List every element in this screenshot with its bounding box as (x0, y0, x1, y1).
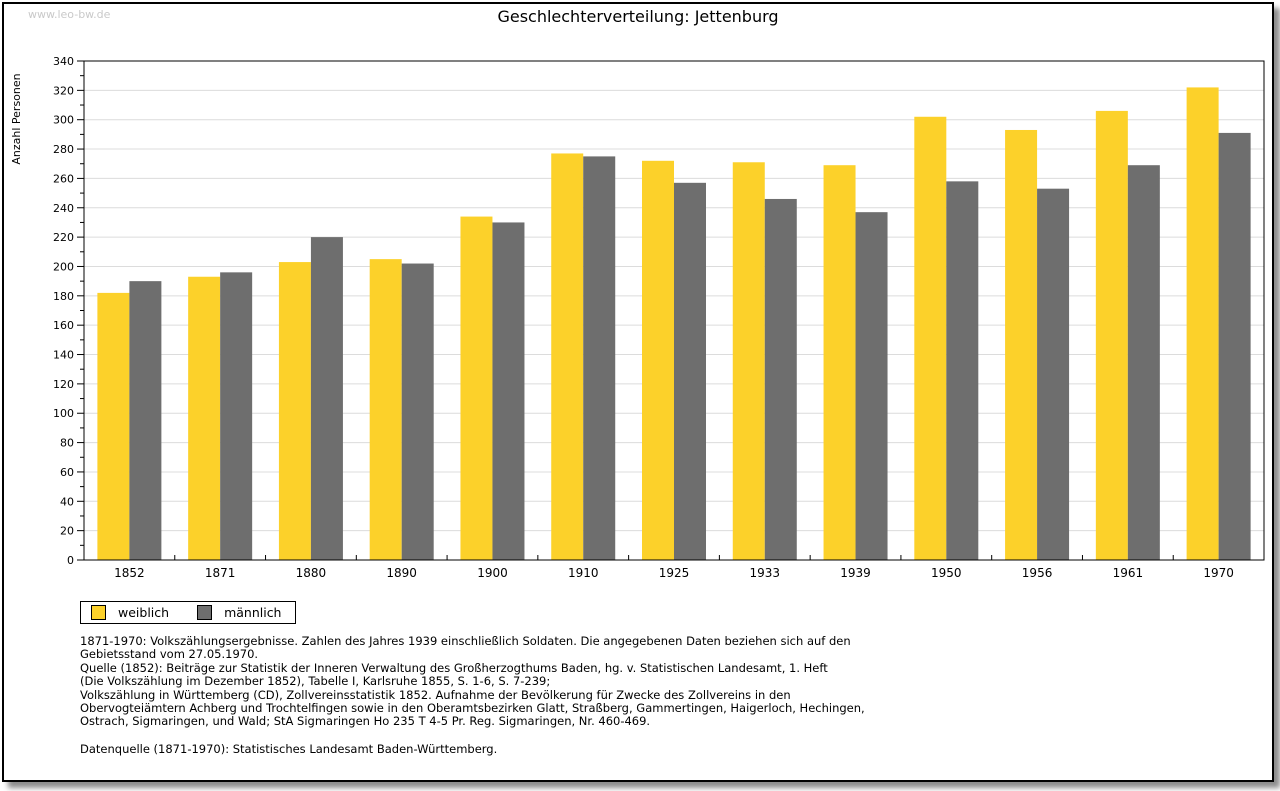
x-tick-label: 1852 (114, 566, 145, 580)
bar-männlich-1961 (1127, 165, 1160, 560)
x-tick-label: 1970 (1203, 566, 1234, 580)
y-tick-label: 40 (60, 495, 74, 508)
chart-page: www.leo-bw.de Geschlechterverteilung: Je… (2, 2, 1274, 782)
bar-weiblich-1961 (1095, 110, 1128, 561)
bar-männlich-1933 (764, 198, 797, 561)
x-tick-label: 1933 (749, 566, 780, 580)
footnote-line: 1871-1970: Volkszählungsergebnisse. Zahl… (80, 634, 851, 648)
bar-weiblich-1970 (1186, 87, 1219, 560)
x-tick-label: 1950 (931, 566, 962, 580)
bar-männlich-1939 (855, 212, 888, 560)
x-tick-label: 1880 (296, 566, 327, 580)
datasource-line: Datenquelle (1871-1970): Statistisches L… (80, 742, 498, 756)
watermark: www.leo-bw.de (28, 8, 111, 21)
footnote-line: Ostrach, Sigmaringen, und Wald; StA Sigm… (80, 714, 651, 729)
x-tick-label: 1900 (477, 566, 508, 580)
y-tick-label: 320 (53, 84, 74, 97)
bar-männlich-1900 (492, 222, 525, 561)
legend-item-weiblich: weiblich (91, 605, 169, 620)
y-tick-label: 300 (53, 114, 74, 127)
bar-männlich-1956 (1037, 188, 1070, 560)
y-tick-label: 20 (60, 525, 74, 538)
bar-männlich-1950 (946, 181, 979, 561)
bar-weiblich-1933 (732, 162, 765, 561)
bar-weiblich-1956 (1005, 129, 1038, 560)
legend-swatch-weiblich (91, 605, 106, 620)
footnote-line: Obervogteiämtern Achberg und Trochtelfin… (80, 701, 865, 716)
x-tick-label: 1956 (1022, 566, 1053, 580)
y-tick-label: 180 (53, 290, 74, 303)
bar-männlich-1852 (129, 281, 162, 560)
y-tick-label: 220 (53, 231, 74, 244)
bar-männlich-1871 (220, 272, 253, 560)
y-tick-label: 60 (60, 466, 74, 479)
footnote-line: Quelle (1852): Beiträge zur Statistik de… (80, 660, 828, 675)
y-axis-title: Anzahl Personen (10, 73, 23, 164)
footnotes: 1871-1970: Volkszählungsergebnisse. Zahl… (80, 634, 865, 729)
bar-männlich-1890 (401, 263, 434, 560)
y-tick-label: 80 (60, 437, 74, 450)
bar-weiblich-1871 (188, 276, 221, 560)
y-tick-label: 260 (53, 172, 74, 185)
x-tick-label: 1939 (840, 566, 871, 580)
bar-männlich-1880 (310, 237, 343, 560)
y-tick-label: 240 (53, 202, 74, 215)
x-tick-label: 1871 (205, 566, 236, 580)
bar-weiblich-1900 (460, 216, 493, 560)
bar-weiblich-1950 (914, 116, 947, 560)
legend-label: männlich (224, 605, 282, 620)
bar-männlich-1925 (674, 182, 706, 561)
bar-weiblich-1925 (642, 160, 674, 561)
bar-weiblich-1852 (97, 292, 130, 560)
footnote-line: Gebietsstand vom 27.05.1970. (80, 647, 259, 662)
footnote-line: Volkszählung in Württemberg (CD), Zollve… (80, 687, 791, 702)
y-tick-label: 280 (53, 143, 74, 156)
legend: weiblich männlich (80, 601, 297, 624)
y-tick-label: 120 (53, 378, 74, 391)
y-tick-label: 140 (53, 349, 74, 362)
legend-swatch-männlich (197, 605, 213, 620)
bar-weiblich-1910 (551, 153, 584, 560)
x-tick-label: 1910 (568, 566, 599, 580)
bar-weiblich-1890 (369, 259, 402, 560)
x-tick-label: 1925 (659, 566, 690, 580)
y-tick-label: 0 (67, 554, 74, 567)
bar-weiblich-1939 (823, 165, 856, 560)
footnote-line: (Die Volkszählung im Dezember 1852), Tab… (80, 674, 551, 689)
x-tick-label: 1961 (1113, 566, 1144, 580)
page-title: Geschlechterverteilung: Jettenburg (497, 7, 779, 26)
legend-label: weiblich (118, 605, 170, 620)
x-tick-label: 1890 (386, 566, 417, 580)
y-tick-label: 200 (53, 260, 74, 273)
bar-männlich-1970 (1218, 132, 1251, 560)
y-tick-label: 100 (53, 407, 74, 420)
bar-männlich-1910 (583, 156, 616, 560)
bar-weiblich-1880 (278, 262, 311, 560)
y-tick-label: 340 (53, 55, 74, 68)
legend-item-männlich: männlich (197, 605, 281, 620)
bar-chart: 1852 1871 1880 1890 1900 1910 1925 1933 1939 1950… (10, 55, 1265, 580)
y-tick-label: 160 (53, 319, 74, 332)
